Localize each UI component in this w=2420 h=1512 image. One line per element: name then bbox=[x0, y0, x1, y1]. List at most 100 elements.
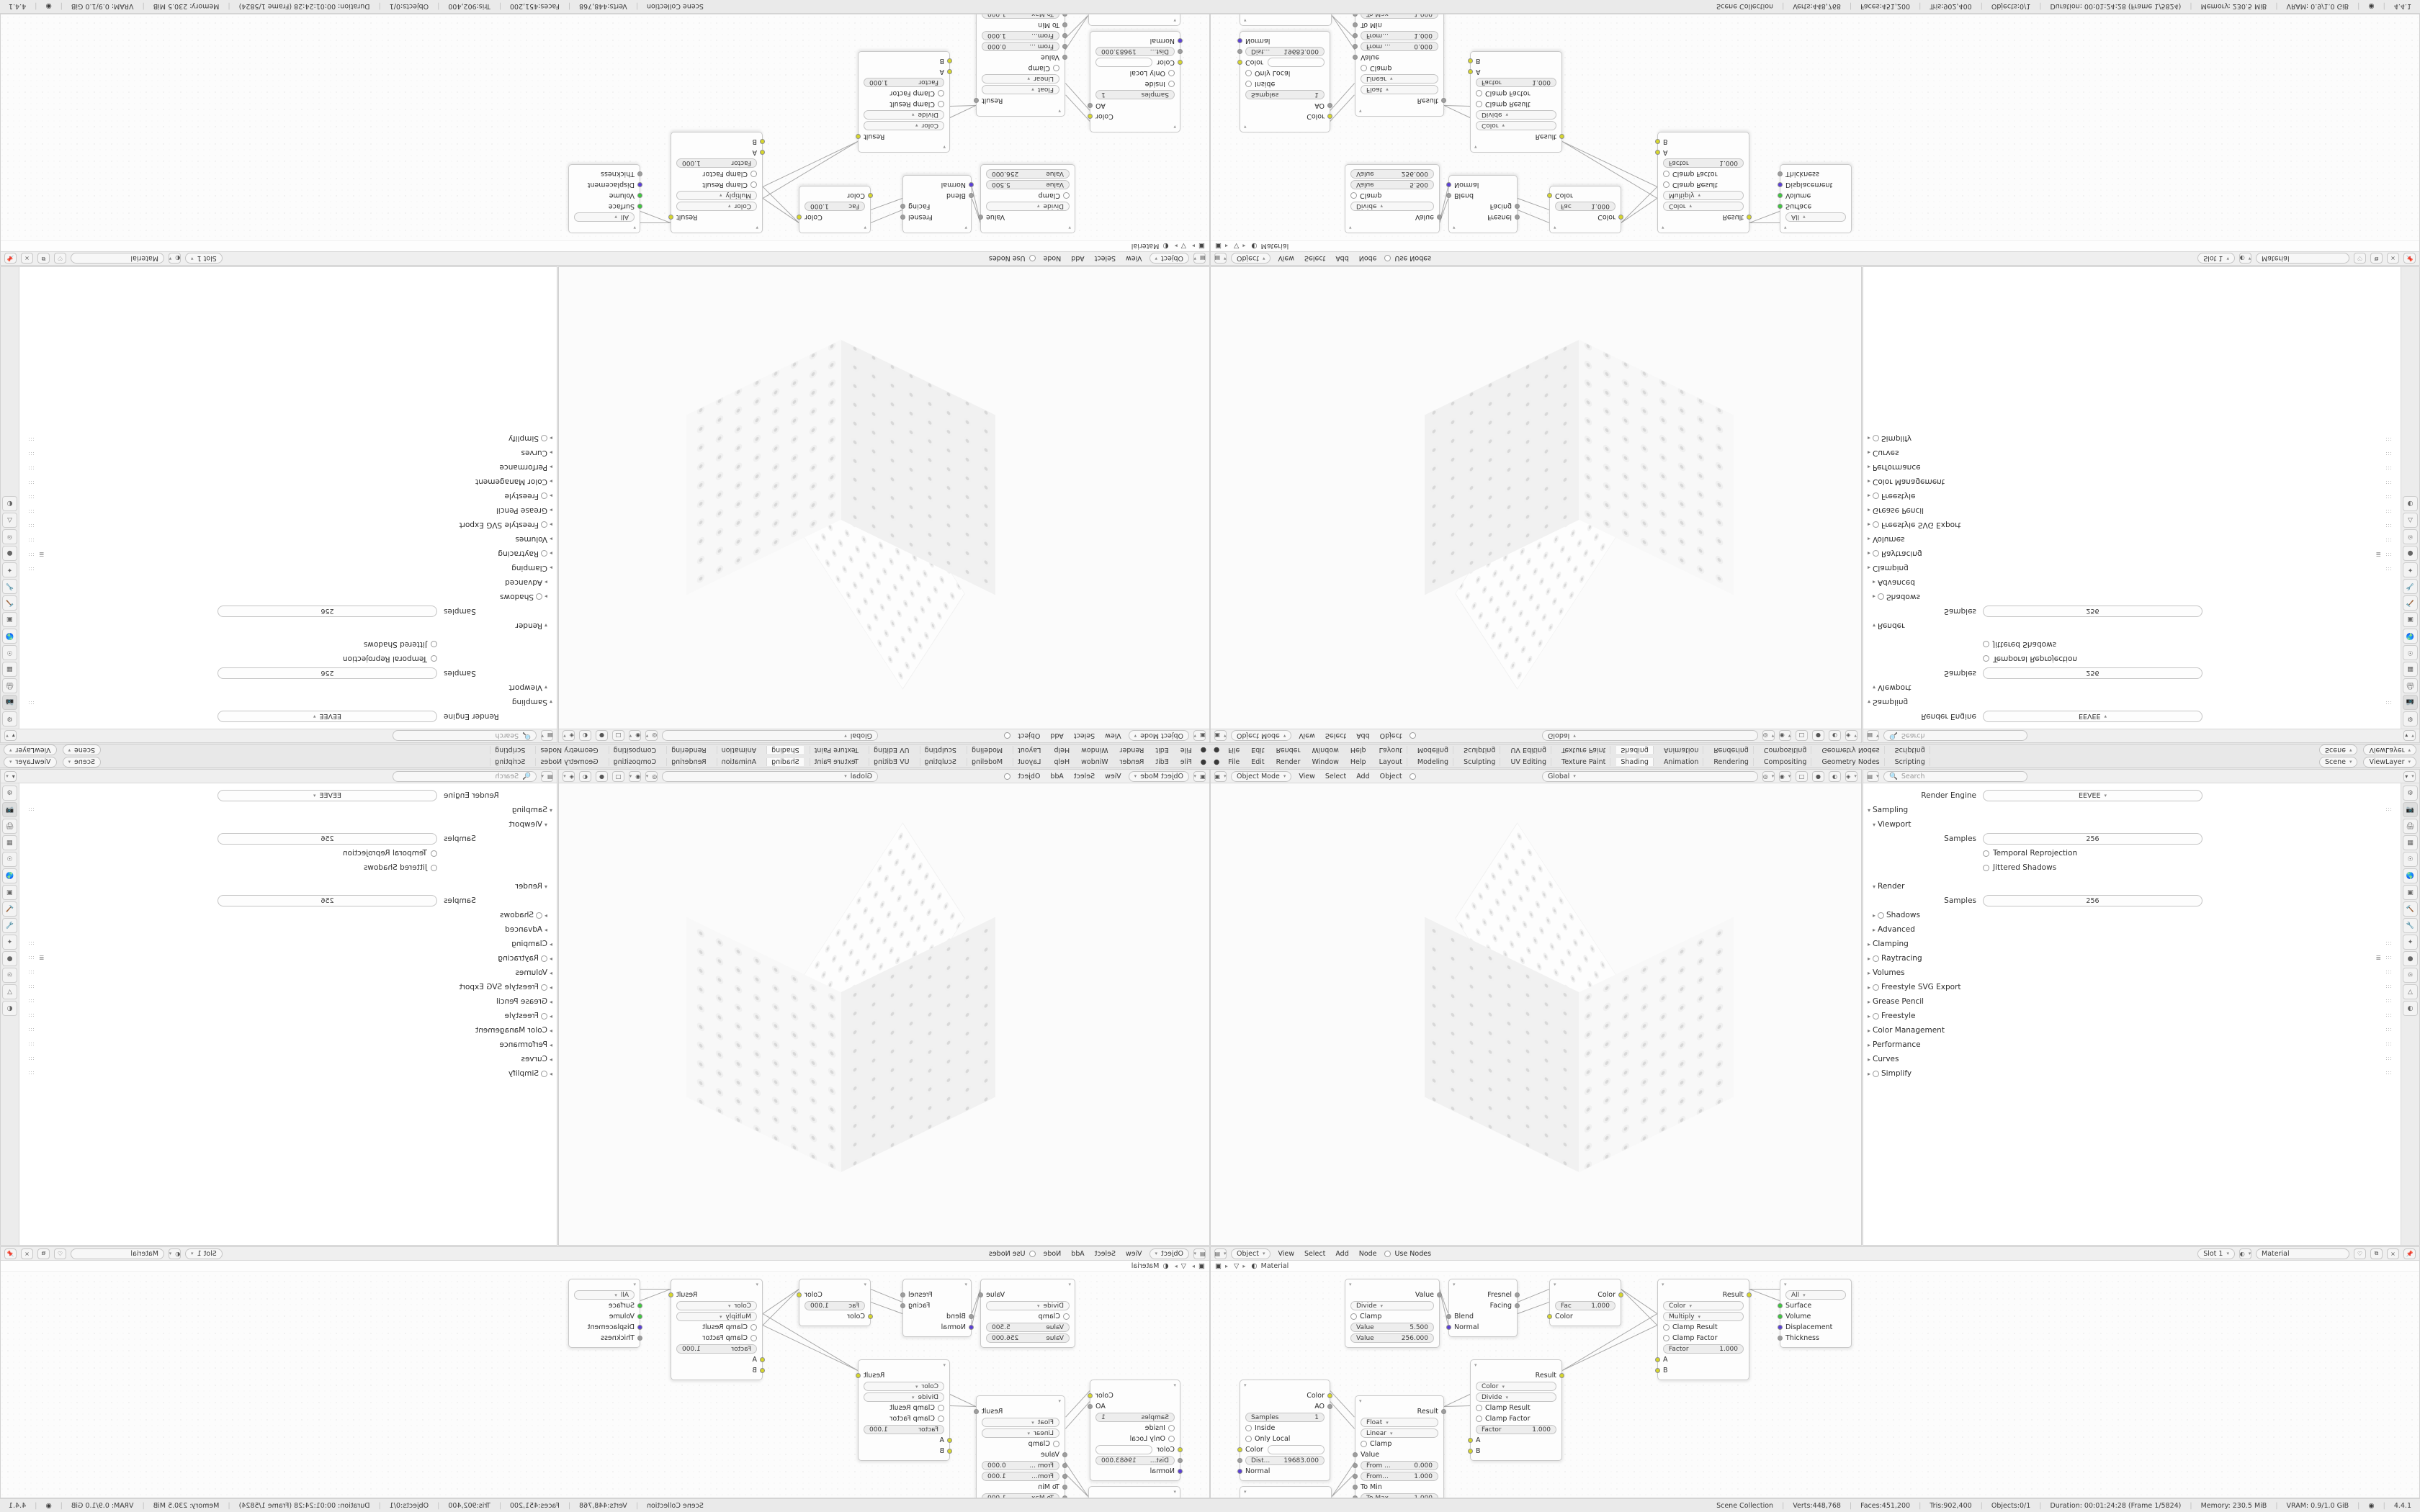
node-menu-add[interactable]: Add bbox=[1335, 254, 1349, 263]
workspace-shading[interactable]: Shading bbox=[1616, 757, 1654, 766]
socket-grey-icon[interactable] bbox=[637, 171, 642, 176]
section-sampling[interactable]: ▾ Sampling bbox=[1868, 695, 2393, 709]
node-value-input[interactable]: Value 256.000 bbox=[986, 1333, 1070, 1343]
section-raytracing[interactable]: ▸ Raytracing ≣ bbox=[1868, 951, 2393, 966]
node-collapse-icon[interactable]: ▾ bbox=[1453, 1282, 1456, 1287]
topbar[interactable]: ● File Edit Render Window Help Layout Mo… bbox=[1210, 756, 2420, 768]
node-value-field[interactable]: Value 256.000 bbox=[981, 168, 1075, 179]
socket-grey-icon[interactable] bbox=[1515, 1303, 1520, 1308]
node-mix-color-multiply[interactable]: ▾ Result Color Multiply Clamp Result Clamp Fa… bbox=[668, 1279, 765, 1380]
socket-yellow-icon[interactable] bbox=[1547, 1314, 1552, 1319]
viewport-menu-add[interactable]: Add bbox=[1356, 732, 1370, 740]
section-performance[interactable]: ▸ Performance bbox=[1868, 460, 2393, 474]
node-dropdown-value[interactable]: Divide bbox=[1350, 1301, 1434, 1310]
node-value-input[interactable]: Factor 1.000 bbox=[864, 1425, 944, 1434]
workspace-modeling[interactable]: Modeling bbox=[1412, 746, 1454, 755]
socket-violet-icon[interactable] bbox=[1178, 38, 1183, 43]
material-browse-icon[interactable]: ◐ bbox=[169, 253, 181, 264]
node-checkbox-row[interactable]: Clamp Factor bbox=[1471, 1413, 1561, 1424]
node-collapse-icon[interactable]: ▾ bbox=[1359, 1398, 1362, 1404]
scene-selector[interactable]: Scene bbox=[62, 756, 102, 768]
node-input-socket-row[interactable]: Color bbox=[1090, 57, 1183, 68]
node-checkbox[interactable] bbox=[1476, 1405, 1482, 1411]
properties-tab-collection[interactable]: ▣ bbox=[2403, 885, 2418, 900]
fake-user-icon[interactable]: ♡ bbox=[54, 1248, 66, 1259]
section-clamping[interactable]: ▸ Clamping bbox=[27, 937, 552, 951]
material-slot-selector[interactable]: Slot 1 bbox=[2197, 253, 2235, 264]
lattice-cube-object[interactable] bbox=[1381, 824, 1734, 1178]
socket-grey-icon[interactable] bbox=[1446, 193, 1451, 198]
unlink-material-icon[interactable]: × bbox=[2387, 253, 2399, 264]
workspace-compositing[interactable]: Compositing bbox=[608, 757, 661, 766]
workspace-modeling[interactable]: Modeling bbox=[966, 746, 1008, 755]
proportional-edit-icon[interactable]: ◉ bbox=[629, 730, 641, 742]
node-menu-add[interactable]: Add bbox=[1335, 1249, 1349, 1258]
node-value-input[interactable]: Factor 1.000 bbox=[676, 158, 757, 168]
node-value-input[interactable]: Samples 1 bbox=[1245, 1413, 1325, 1422]
transform-orientation-selector[interactable]: Global bbox=[662, 730, 878, 742]
socket-yellow-icon[interactable] bbox=[1747, 1292, 1752, 1297]
node-dropdown[interactable]: Color bbox=[1471, 120, 1561, 131]
jittered-shadows-checkbox[interactable] bbox=[431, 864, 437, 871]
properties-tab-modifier[interactable]: 🔧 bbox=[2403, 579, 2418, 594]
grip-dots[interactable] bbox=[27, 535, 35, 544]
socket-yellow-icon[interactable] bbox=[856, 134, 861, 139]
node-output-socket-row[interactable]: Result bbox=[668, 212, 762, 222]
socket-yellow-icon[interactable] bbox=[760, 150, 765, 155]
node-input-socket-row[interactable]: Volume bbox=[569, 190, 642, 201]
node-input-socket-row[interactable]: Blend bbox=[903, 190, 974, 201]
socket-green-icon[interactable] bbox=[637, 1303, 642, 1308]
temporal-reprojection-row[interactable]: Temporal Reprojection bbox=[27, 652, 552, 666]
node-input-socket-row[interactable]: From... 1.000 bbox=[977, 30, 1067, 41]
node-checkbox-row[interactable]: Only Local bbox=[1240, 68, 1330, 78]
properties-filter-icon[interactable]: ▾ bbox=[4, 730, 17, 742]
section-sampling[interactable]: ▾ Sampling bbox=[1868, 803, 2393, 817]
node-dropdown-value[interactable]: Color bbox=[1663, 202, 1744, 211]
menu-render[interactable]: Render bbox=[1276, 746, 1301, 755]
properties-editor-type-icon[interactable]: ▤ bbox=[1867, 730, 1879, 742]
node-menu-select[interactable]: Select bbox=[1094, 1249, 1116, 1258]
node-input-socket-row[interactable]: B bbox=[1468, 55, 1561, 66]
socket-yellow-icon[interactable] bbox=[668, 1292, 673, 1297]
shader-editor-icon[interactable]: ▤ bbox=[1193, 253, 1206, 264]
simplify-checkbox[interactable] bbox=[1873, 1070, 1880, 1077]
node-menu-view[interactable]: View bbox=[1278, 254, 1295, 263]
socket-yellow-icon[interactable] bbox=[797, 1292, 802, 1297]
section-performance[interactable]: ▸ Performance bbox=[1868, 1038, 2393, 1052]
node-ambient-occlusion[interactable]: ▾ Color AO Samples 1 Inside Only Local Color Dis… bbox=[1237, 31, 1332, 132]
properties-editor[interactable]: ▤ 🔍 Search ▾ ⚙ 📷 🖨 ▦ ☉ 🌎 ▣ 🔨 bbox=[1863, 769, 2420, 1246]
node-checkbox[interactable] bbox=[1168, 1425, 1175, 1431]
duplicate-material-icon[interactable]: ⧉ bbox=[2370, 1248, 2383, 1259]
properties-tab-constraints[interactable]: ♾ bbox=[2403, 968, 2418, 983]
viewport-3d[interactable]: ▣ Object Mode View Select Add Object Glo… bbox=[558, 769, 1210, 1246]
node-checkbox-row[interactable]: Inside bbox=[1240, 1423, 1330, 1434]
node-output-socket-row[interactable]: Color bbox=[1088, 111, 1180, 122]
node-input-socket-row[interactable]: Dist... 19683.000 bbox=[1090, 1455, 1183, 1466]
section-clamping[interactable]: ▸ Clamping bbox=[1868, 937, 2393, 951]
transform-orientation-selector[interactable]: Global bbox=[662, 770, 878, 782]
transform-orientation-selector[interactable]: Global bbox=[1542, 770, 1758, 782]
node-collapse-icon[interactable]: ▾ bbox=[1474, 1362, 1477, 1368]
topbar[interactable]: ● File Edit Render Window Help Layout Mo… bbox=[0, 744, 1210, 756]
viewport-menu-object[interactable]: Object bbox=[1018, 772, 1041, 780]
node-input-socket-row[interactable]: B bbox=[671, 1365, 765, 1376]
socket-green-icon[interactable] bbox=[1778, 1303, 1783, 1308]
shader-type-selector[interactable]: Object bbox=[1231, 253, 1271, 264]
pin-icon[interactable]: 📌 bbox=[2403, 253, 2416, 264]
menu-render[interactable]: Render bbox=[1119, 757, 1144, 766]
node-color-swatch[interactable] bbox=[1095, 1445, 1153, 1454]
node-checkbox-row[interactable]: Clamp Factor bbox=[859, 88, 949, 99]
node-dropdown-value[interactable]: Float bbox=[982, 1418, 1059, 1427]
properties-tab-tool[interactable]: ⚙ bbox=[2, 711, 17, 726]
snap-icon[interactable]: ◎ bbox=[645, 770, 658, 782]
section-grease-pencil[interactable]: ▸ Grease Pencil bbox=[1868, 503, 2393, 518]
workspace-scripting[interactable]: Scripting bbox=[1891, 757, 1930, 766]
node-input-field[interactable]: To Max 1.000 bbox=[982, 1493, 1059, 1498]
blender-logo-icon[interactable]: ● bbox=[1200, 757, 1206, 766]
properties-editor[interactable]: ▤ 🔍 Search ▾ ⚙ 📷 🖨 ▦ ☉ 🌎 ▣ 🔨 bbox=[1863, 266, 2420, 743]
socket-yellow-icon[interactable] bbox=[1618, 215, 1623, 220]
socket-yellow-icon[interactable] bbox=[1237, 60, 1242, 65]
node-dropdown-value[interactable]: Linear bbox=[1361, 1428, 1438, 1438]
node-collapse-icon[interactable]: ▾ bbox=[756, 1282, 758, 1287]
